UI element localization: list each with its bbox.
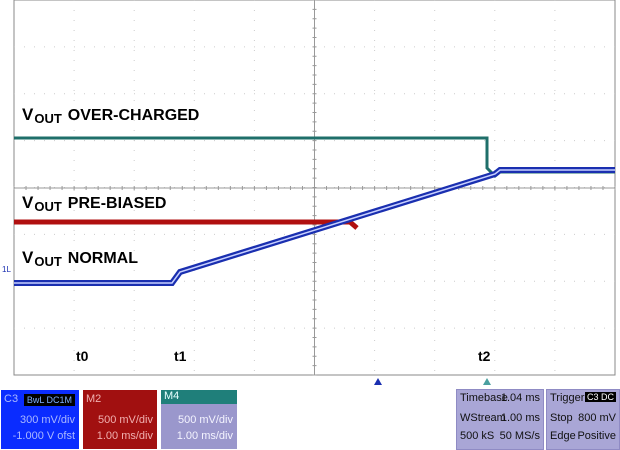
- timebase-label: Timebase: [460, 392, 508, 404]
- math-m4-label: M4: [161, 390, 237, 404]
- waveforms: [14, 136, 615, 385]
- label-text: OVER-CHARGED: [67, 107, 200, 124]
- timebase-mode: WStream: [460, 412, 506, 424]
- graticule-grid: [13, 0, 616, 376]
- label-sub: OUT: [34, 199, 62, 214]
- label-text: NORMAL: [67, 250, 139, 267]
- trigger-type: Edge: [550, 430, 576, 442]
- math-m4-vdiv: 500 mV/div: [177, 414, 233, 426]
- math-m2-label: M2: [86, 393, 102, 405]
- trigger-panel[interactable]: Trigger C3 DC Stop 800 mV Edge Positive: [546, 389, 620, 450]
- channel-c3-label: C3: [4, 393, 19, 405]
- trigger-slope: Positive: [577, 430, 616, 442]
- channel-c3-vdiv: 300 mV/div: [19, 414, 75, 426]
- timebase-tdiv: 1.00 ms: [500, 412, 540, 424]
- label-text: PRE-BIASED: [67, 195, 167, 212]
- t2-position-marker: [483, 378, 491, 385]
- trigger-position-marker: [374, 378, 382, 385]
- timebase-value: 1.04 ms: [500, 392, 540, 404]
- channel-c3-coupling-badge: BwL DC1M: [23, 394, 75, 406]
- trigger-level: 800 mV: [578, 412, 616, 424]
- label-sub: OUT: [34, 111, 62, 126]
- trigger-source-badge: C3 DC: [584, 392, 616, 402]
- timebase-panel[interactable]: Timebase 1.04 ms WStream 1.00 ms 500 kS …: [456, 389, 544, 450]
- time-marker-t2: t2: [478, 348, 491, 364]
- time-marker-t1: t1: [174, 348, 187, 364]
- trigger-label: Trigger: [550, 392, 585, 404]
- ground-level-marker: 1L: [2, 265, 11, 274]
- trace-vout-normal-highlight: [14, 169, 615, 284]
- timebase-samples: 500 kS: [460, 430, 495, 442]
- math-m4-tdiv: 1.00 ms/div: [176, 430, 233, 442]
- label-v: V: [22, 248, 34, 267]
- math-m2-box[interactable]: M2 500 mV/div 1.00 ms/div: [82, 389, 158, 450]
- label-v: V: [22, 105, 34, 124]
- label-vout-pre-biased: VOUT PRE-BIASED: [22, 193, 166, 214]
- trigger-mode: Stop: [550, 412, 573, 424]
- label-vout-over-charged: VOUT OVER-CHARGED: [22, 105, 199, 126]
- channel-c3-box[interactable]: C3 BwL DC1M 300 mV/div -1.000 V ofst: [0, 389, 80, 450]
- math-m2-tdiv: 1.00 ms/div: [96, 430, 153, 442]
- math-m2-vdiv: 500 mV/div: [97, 414, 153, 426]
- label-vout-normal: VOUT NORMAL: [22, 248, 138, 269]
- timebase-rate: 50 MS/s: [499, 430, 540, 442]
- channel-c3-offset: -1.000 V ofst: [12, 430, 75, 442]
- label-v: V: [22, 193, 34, 212]
- trace-vout-pre-biased: [14, 219, 359, 230]
- math-m4-box[interactable]: M4 500 mV/div 1.00 ms/div: [160, 389, 238, 450]
- label-sub: OUT: [34, 254, 62, 269]
- time-marker-t0: t0: [76, 348, 89, 364]
